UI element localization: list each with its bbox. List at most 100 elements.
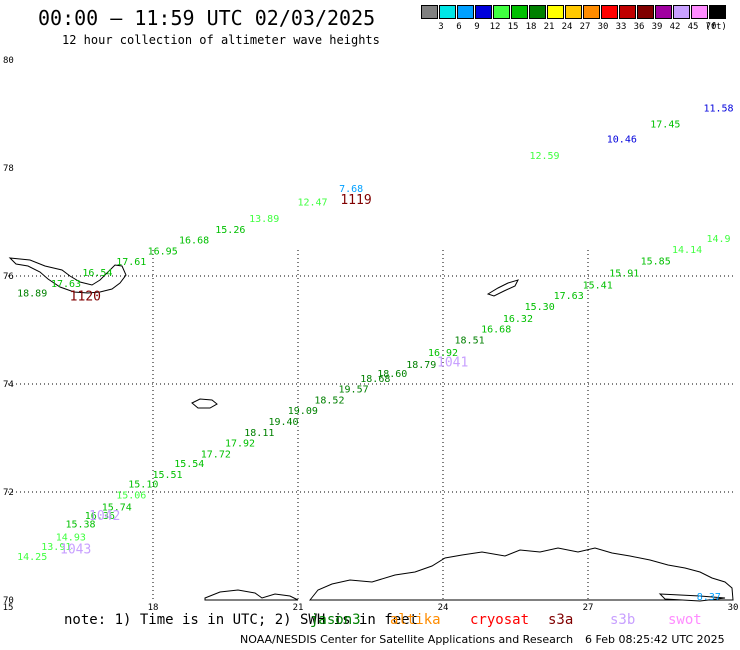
wave-height-value: 16.95 <box>148 246 178 257</box>
y-tick-label: 72 <box>3 488 14 498</box>
colorbar-label: 45 <box>687 22 699 32</box>
pass-number-label: 1119 <box>340 193 371 208</box>
legend-entry-altika: altika <box>390 612 441 628</box>
wave-height-value: 14.14 <box>672 245 702 256</box>
wave-height-value: 17.63 <box>554 291 584 302</box>
colorbar-label: 27 <box>579 22 591 32</box>
y-tick-label: 80 <box>3 56 14 66</box>
colorbar-label: 42 <box>669 22 681 32</box>
wave-height-value: 18.51 <box>455 336 485 347</box>
coastline-south-far <box>204 589 299 601</box>
wave-height-value: 19.57 <box>339 385 369 396</box>
wave-height-value: 16.36 <box>85 511 115 522</box>
wave-height-value: 14.93 <box>56 533 86 544</box>
wave-height-value: 17.72 <box>201 449 231 460</box>
colorbar-swatch <box>547 5 564 19</box>
wave-height-value: 15.85 <box>641 257 671 268</box>
pass-number-label: 1041 <box>437 356 468 371</box>
wave-height-value: 8.37 <box>697 592 721 603</box>
y-tick-label: 78 <box>3 164 14 174</box>
colorbar-swatch <box>583 5 600 19</box>
colorbar-swatch <box>709 5 726 19</box>
colorbar-swatch <box>601 5 618 19</box>
coastline-island-east <box>486 279 519 297</box>
wave-height-value: 18.60 <box>377 369 407 380</box>
colorbar-label: 36 <box>633 22 645 32</box>
coastline-layer <box>8 257 734 602</box>
colorbar-label: 24 <box>561 22 573 32</box>
wave-height-value: 12.59 <box>529 151 559 162</box>
wave-height-value: 15.51 <box>152 470 182 481</box>
colorbar-swatch <box>439 5 456 19</box>
wave-height-value: 13.91 <box>41 542 71 553</box>
colorbar-label: 18 <box>525 22 537 32</box>
coastline-south-main <box>308 547 734 601</box>
y-tick-label: 76 <box>3 272 14 282</box>
pass-number-label: 1120 <box>70 289 101 304</box>
wave-height-value: 16.54 <box>82 268 112 279</box>
legend-entry-s3b: s3b <box>610 612 636 628</box>
colorbar-label: 6 <box>456 22 462 32</box>
pass-number-label: 1042 <box>89 509 120 524</box>
wave-height-value: 11.58 <box>703 103 733 114</box>
wave-height-value: 15.74 <box>102 502 132 513</box>
colorbar-swatch <box>511 5 528 19</box>
x-tick-label: 30 <box>728 603 739 613</box>
legend-entry-swot: swot <box>668 612 702 628</box>
wave-height-value: 17.61 <box>116 257 146 268</box>
wave-height-value: 16.68 <box>481 325 511 336</box>
colorbar-label: 30 <box>597 22 609 32</box>
colorbar-label: 12 <box>489 22 501 32</box>
wave-height-value: 16.68 <box>179 236 209 247</box>
colorbar-swatch <box>673 5 690 19</box>
footnote: note: 1) Time is in UTC; 2) SWH is in fe… <box>64 612 419 628</box>
colorbar-label: 15 <box>507 22 519 32</box>
x-tick-label: 21 <box>293 603 304 613</box>
y-tick-label: 74 <box>3 380 14 390</box>
wave-height-value: 15.30 <box>525 302 555 313</box>
wave-height-value: 18.79 <box>406 360 436 371</box>
x-tick-label: 24 <box>438 603 449 613</box>
wave-height-value: 16.32 <box>503 314 533 325</box>
wave-height-value: 15.10 <box>128 480 158 491</box>
wave-height-value: 12.47 <box>297 197 327 208</box>
wave-height-value: 15.38 <box>65 520 95 531</box>
colorbar-swatch <box>637 5 654 19</box>
timestamp: 6 Feb 08:25:42 UTC 2025 <box>585 633 725 646</box>
colorbar-label: 33 <box>615 22 627 32</box>
colorbar-swatch <box>457 5 474 19</box>
wave-height-value: 15.41 <box>583 280 613 291</box>
legend-entry-jason3: jason3 <box>310 612 361 628</box>
colorbar-label: 9 <box>474 22 480 32</box>
wave-height-value: 13.89 <box>249 214 279 225</box>
colorbar-swatch <box>475 5 492 19</box>
coastline-south-inlet <box>658 593 726 602</box>
chart-subtitle: 12 hour collection of altimeter wave hei… <box>62 33 380 47</box>
grid-lines <box>8 250 733 600</box>
wave-height-value: 19.09 <box>288 406 318 417</box>
colorbar-swatch <box>619 5 636 19</box>
x-tick-label: 27 <box>583 603 594 613</box>
colorbar-label: 21 <box>543 22 555 32</box>
chart-title: 00:00 – 11:59 UTC 02/03/2025 <box>38 6 376 30</box>
colorbar-label: 39 <box>651 22 663 32</box>
wave-height-value: 10.46 <box>607 135 637 146</box>
credit-line: NOAA/NESDIS Center for Satellite Applica… <box>240 633 574 646</box>
legend-entry-s3a: s3a <box>548 612 574 628</box>
wave-height-value: 7.68 <box>339 184 363 195</box>
x-tick-label: 15 <box>3 603 14 613</box>
wave-height-value: 18.11 <box>244 428 274 439</box>
wave-height-value: 18.52 <box>314 395 344 406</box>
colorbar-swatch <box>691 5 708 19</box>
colorbar-swatch <box>493 5 510 19</box>
colorbar-label: 3 <box>438 22 444 32</box>
x-tick-label: 18 <box>148 603 159 613</box>
colorbar-swatch <box>421 5 438 19</box>
colorbar-swatch <box>655 5 672 19</box>
y-tick-label: 70 <box>3 596 14 606</box>
wave-height-value: 15.26 <box>215 225 245 236</box>
wave-height-value: 19.40 <box>268 417 298 428</box>
wave-height-value: 18.89 <box>17 289 47 300</box>
